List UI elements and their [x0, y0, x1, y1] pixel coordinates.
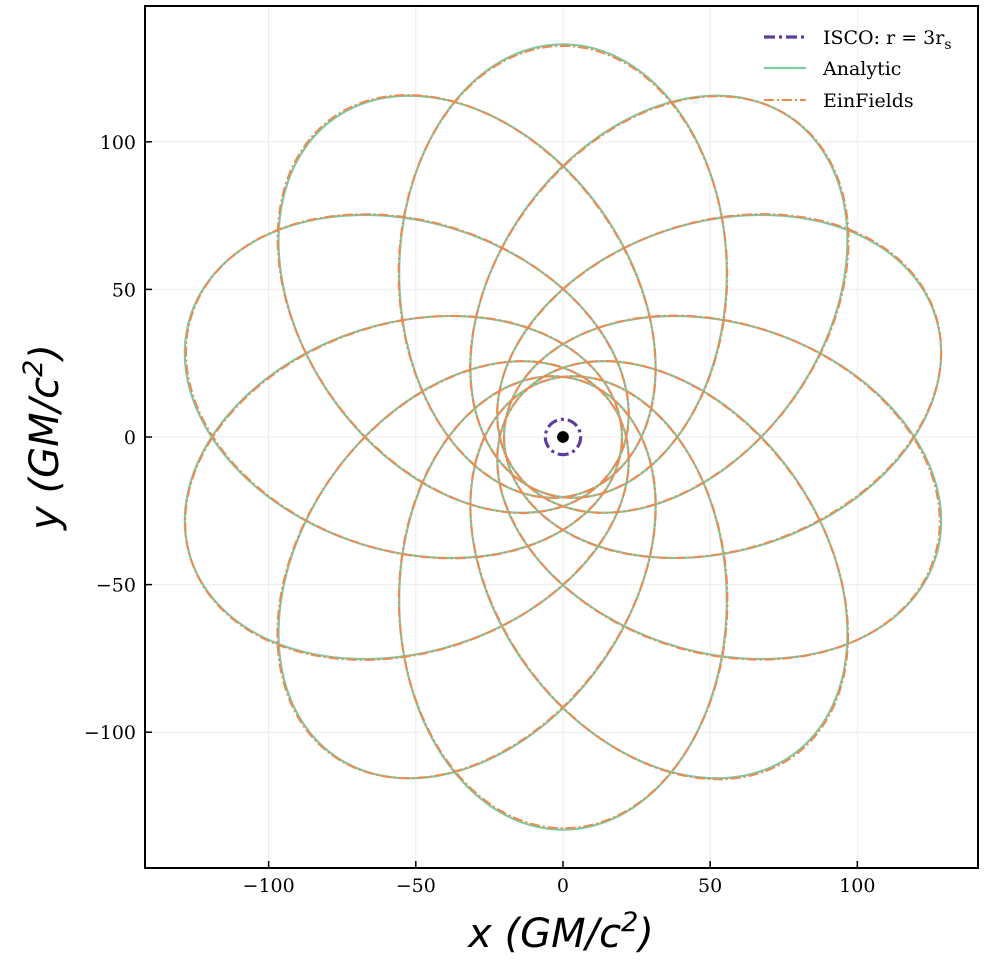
x-tick-label: 100 [839, 875, 875, 897]
x-tick-label: −100 [243, 875, 295, 897]
legend-einfields-label: EinFields [823, 90, 914, 112]
legend-isco-label: ISCO: r = 3rs [823, 27, 952, 53]
x-axis-label: x (GM/c2) [466, 907, 654, 957]
isco-circle [543, 417, 583, 457]
y-tick-label: 0 [124, 427, 136, 449]
legend-analytic-label: Analytic [822, 58, 901, 80]
x-tick-label: −50 [396, 875, 436, 897]
x-tick-label: 50 [698, 875, 722, 897]
black-hole-marker [557, 431, 569, 443]
orbit-traces [183, 43, 943, 831]
y-tick-label: −100 [84, 722, 136, 744]
einfields-orbit-line [184, 44, 943, 830]
x-tick-label: 0 [557, 875, 569, 897]
y-axis-label: y (GM/c2) [18, 344, 68, 531]
legend: ISCO: r = 3rs Analytic EinFields [764, 27, 952, 112]
y-tick-label: 50 [112, 279, 136, 301]
y-tick-label: 100 [100, 132, 136, 154]
y-tick-label: −50 [96, 575, 136, 597]
axis-ticks: −100 −50 0 50 100 100 50 0 −50 −100 [84, 132, 876, 897]
